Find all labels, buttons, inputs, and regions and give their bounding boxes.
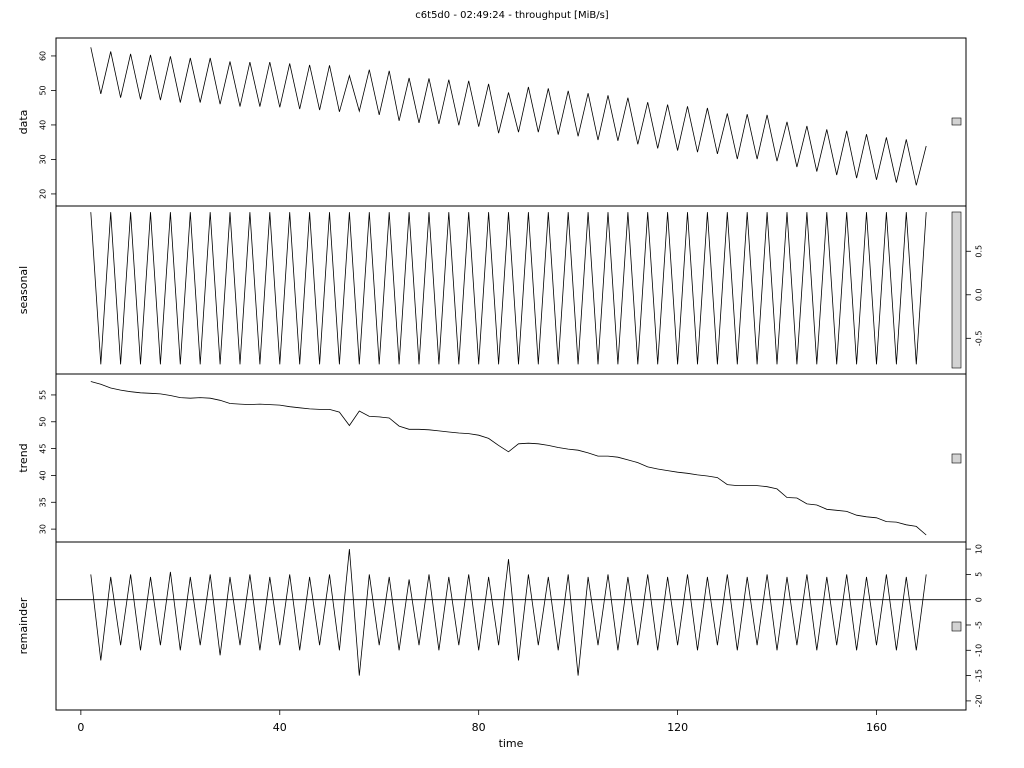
y-tick-label: 0.5: [975, 245, 984, 258]
y-axis-label: data: [17, 110, 30, 135]
y-tick-label: 45: [39, 444, 48, 454]
y-tick-label: 20: [39, 189, 48, 199]
y-tick-label: 30: [39, 154, 48, 164]
y-tick-label: 35: [39, 497, 48, 507]
y-tick-label: 5: [975, 572, 984, 577]
y-axis-label: seasonal: [17, 266, 30, 314]
y-tick-label: -20: [975, 694, 984, 707]
y-tick-label: 0: [975, 597, 984, 602]
y-tick-label: 0.0: [975, 288, 984, 301]
y-tick-label: -15: [975, 669, 984, 682]
y-axis-label: trend: [17, 443, 30, 472]
x-tick-label: 80: [472, 721, 486, 734]
y-tick-label: 55: [39, 390, 48, 400]
y-axis-label: remainder: [17, 597, 30, 654]
range-bar: [951, 211, 962, 369]
chart-title: c6t5d0 - 02:49:24 - throughput [MiB/s]: [415, 10, 609, 21]
y-tick-label: 30: [39, 524, 48, 534]
y-tick-label: 40: [39, 120, 48, 130]
y-tick-label: -10: [975, 644, 984, 657]
y-tick-label: 50: [39, 417, 48, 427]
y-tick-label: -0.5: [975, 331, 984, 347]
series-line: [90, 212, 927, 365]
range-bar: [951, 621, 962, 632]
series-line: [90, 549, 927, 676]
y-tick-label: 10: [975, 544, 984, 554]
x-tick-label: 120: [667, 721, 688, 734]
x-tick-label: 160: [866, 721, 887, 734]
y-tick-label: -5: [975, 621, 984, 629]
x-tick-label: 40: [273, 721, 287, 734]
range-bar: [951, 117, 962, 126]
x-tick-label: 0: [77, 721, 84, 734]
y-tick-label: 40: [39, 470, 48, 480]
series-line: [90, 47, 927, 186]
series-line: [90, 381, 927, 536]
range-bar: [951, 453, 962, 464]
y-tick-label: 60: [38, 51, 47, 61]
panel-frame: [55, 541, 967, 711]
x-axis-label: time: [499, 737, 524, 750]
y-tick-label: 50: [39, 85, 48, 95]
